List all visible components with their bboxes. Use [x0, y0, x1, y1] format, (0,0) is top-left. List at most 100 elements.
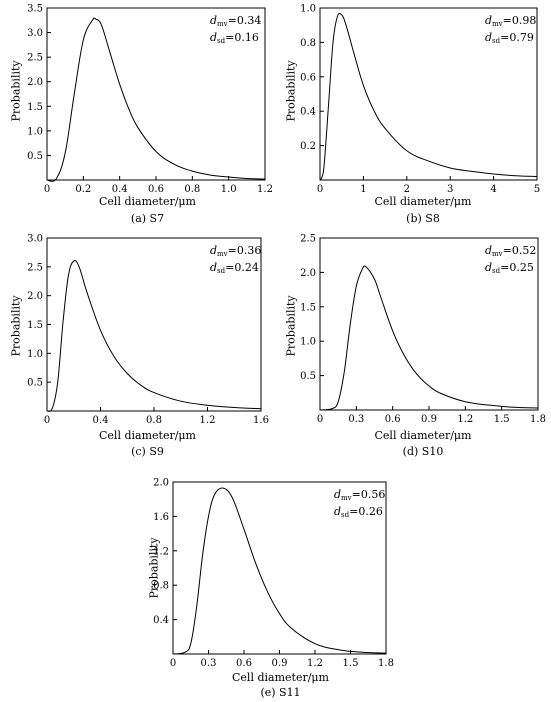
dmv-value: =0.34 [227, 14, 262, 27]
x-tick-label: 1.2 [307, 658, 323, 669]
x-tick-label: 1.2 [200, 415, 216, 426]
distribution-curve [46, 260, 262, 412]
dsd-subscript: sd [217, 37, 226, 45]
chart-s10: 0 0.3 0.6 0.9 1.2 1.5 1.8 0.5 1.0 1.5 2.0 2.5 [300, 234, 546, 426]
dsd-subscript: sd [492, 37, 501, 45]
x-tick-label: 0.6 [385, 414, 401, 425]
x-axis-label: Cell diameter/μm [374, 429, 472, 442]
caption-s7: (a) S7 [130, 212, 165, 225]
plot-frame [319, 7, 538, 181]
dmv-line: dmv=0.34 [210, 14, 262, 28]
panel-s9: 0 0.4 0.8 1.2 1.6 0.5 1.0 1.5 2.0 2.5 3.0 dmv=0.36… [0, 230, 275, 462]
y-tick-label: 3.0 [27, 28, 43, 39]
dmv-line: dmv=0.52 [485, 244, 537, 258]
x-tick-label: 0 [317, 414, 323, 425]
annotation-s10: dmv=0.52 dsd=0.25 [485, 244, 536, 278]
dmv-line: dmv=0.98 [485, 14, 537, 28]
caption-s8: (b) S8 [406, 212, 440, 225]
dmv-line: dmv=0.56 [334, 488, 386, 502]
x-tick-label: 0.8 [184, 184, 200, 195]
annotation-s9: dmv=0.36 dsd=0.24 [210, 244, 261, 278]
x-tick-label: 4 [490, 184, 496, 195]
y-tick-label: 2.5 [300, 234, 316, 245]
panel-s11: 0 0.3 0.6 0.9 1.2 1.5 1.8 0.4 0.8 1.2 1.6 2.0 dmv=0… [128, 470, 403, 702]
dsd-line: dsd=0.79 [485, 31, 534, 45]
y-axis-label: Probability [147, 537, 161, 599]
x-tick-label: 1 [360, 184, 366, 195]
dmv-value: =0.36 [227, 244, 262, 257]
x-tick-label: 0 [44, 184, 50, 195]
x-tick-label: 1.2 [257, 184, 273, 195]
x-tick-label: 0.2 [75, 184, 91, 195]
x-tick-label: 0.6 [148, 184, 164, 195]
x-tick-label: 1.5 [494, 414, 510, 425]
x-tick-label: 1.8 [530, 414, 546, 425]
y-tick-label: 1.0 [300, 4, 316, 15]
x-tick-label: 0 [44, 415, 50, 426]
y-tick-label: 1.0 [27, 349, 43, 360]
panel-s10: 0 0.3 0.6 0.9 1.2 1.5 1.8 0.5 1.0 1.5 2.0 2.5 dmv=0… [275, 230, 551, 462]
y-axis-label: Probability [9, 295, 23, 357]
dmv-subscript: mv [217, 20, 228, 28]
dsd-line: dsd=0.26 [334, 505, 383, 519]
y-tick-label: 0.2 [300, 141, 316, 152]
dsd-line: dsd=0.24 [210, 261, 259, 275]
x-tick-label: 0.6 [236, 658, 252, 669]
y-tick-label: 1.0 [300, 337, 316, 348]
y-tick-label: 0.8 [300, 38, 316, 49]
dmv-value: =0.52 [502, 244, 537, 257]
dsd-value: =0.25 [500, 261, 534, 274]
x-tick-label: 0.4 [93, 415, 109, 426]
x-axis-label: Cell diameter/μm [99, 195, 196, 208]
x-tick-label: 0.3 [201, 658, 217, 669]
x-tick-label: 0.8 [146, 415, 162, 426]
x-tick-label: 3 [447, 184, 453, 195]
y-tick-label: 0.5 [300, 371, 316, 382]
chart-s7: 0 0.2 0.4 0.6 0.8 1.0 1.2 0.5 1.0 1.5 2.0 2.5 3.0 3.5 [27, 4, 273, 196]
chart-s9: 0 0.4 0.8 1.2 1.6 0.5 1.0 1.5 2.0 2.5 3.0 [27, 234, 269, 427]
dsd-line: dsd=0.16 [210, 31, 259, 45]
dmv-value: =0.98 [502, 14, 537, 27]
y-tick-label: 0.4 [153, 615, 169, 626]
dsd-value: =0.79 [500, 31, 534, 44]
dsd-line: dsd=0.25 [485, 261, 534, 275]
x-axis-label: Cell diameter/μm [99, 429, 196, 442]
y-tick-label: 0.6 [300, 72, 316, 83]
annotation-s8: dmv=0.98 dsd=0.79 [485, 14, 536, 48]
distribution-curve [319, 12, 538, 181]
annotation-s11: dmv=0.56 dsd=0.26 [334, 488, 385, 522]
y-tick-label: 0.5 [27, 378, 43, 389]
dmv-subscript: mv [492, 250, 503, 258]
y-tick-label: 1.5 [27, 320, 43, 331]
x-tick-label: 1.2 [457, 414, 473, 425]
x-tick-label: 0 [317, 184, 323, 195]
y-tick-label: 1.5 [300, 302, 316, 313]
y-tick-label: 0.5 [27, 151, 43, 162]
y-tick-label: 2.0 [300, 268, 316, 279]
y-tick-label: 2.5 [27, 53, 43, 64]
x-tick-label: 1.6 [253, 415, 269, 426]
x-tick-label: 1.8 [378, 658, 394, 669]
y-tick-label: 1.6 [153, 512, 169, 523]
caption-s9: (c) S9 [131, 445, 164, 458]
dmv-subscript: mv [492, 20, 503, 28]
y-tick-label: 0.8 [153, 581, 169, 592]
y-tick-label: 3.5 [27, 4, 43, 15]
y-axis-label: Probability [9, 60, 23, 122]
distribution-curve [319, 265, 539, 411]
y-tick-label: 1.0 [27, 126, 43, 137]
annotation-s7: dmv=0.34 dsd=0.16 [210, 14, 261, 48]
y-tick-label: 2.0 [153, 478, 169, 489]
x-tick-label: 0.9 [421, 414, 437, 425]
dmv-subscript: mv [341, 494, 352, 502]
panel-s8: 0 1 2 3 4 5 0.2 0.4 0.6 0.8 1.0 dmv=0.98 dsd=0.79 … [275, 0, 551, 228]
x-tick-label: 1.5 [343, 658, 359, 669]
distribution-curve [46, 17, 266, 182]
panel-s7: 0 0.2 0.4 0.6 0.8 1.0 1.2 0.5 1.0 1.5 2.0 2.5 3.0 3.5… [0, 0, 275, 228]
distribution-curve [172, 487, 387, 655]
y-tick-label: 1.2 [153, 546, 169, 557]
y-tick-label: 0.4 [300, 107, 316, 118]
dsd-subscript: sd [341, 511, 350, 519]
caption-s11: (e) S11 [260, 686, 301, 699]
x-tick-label: 5 [534, 184, 540, 195]
